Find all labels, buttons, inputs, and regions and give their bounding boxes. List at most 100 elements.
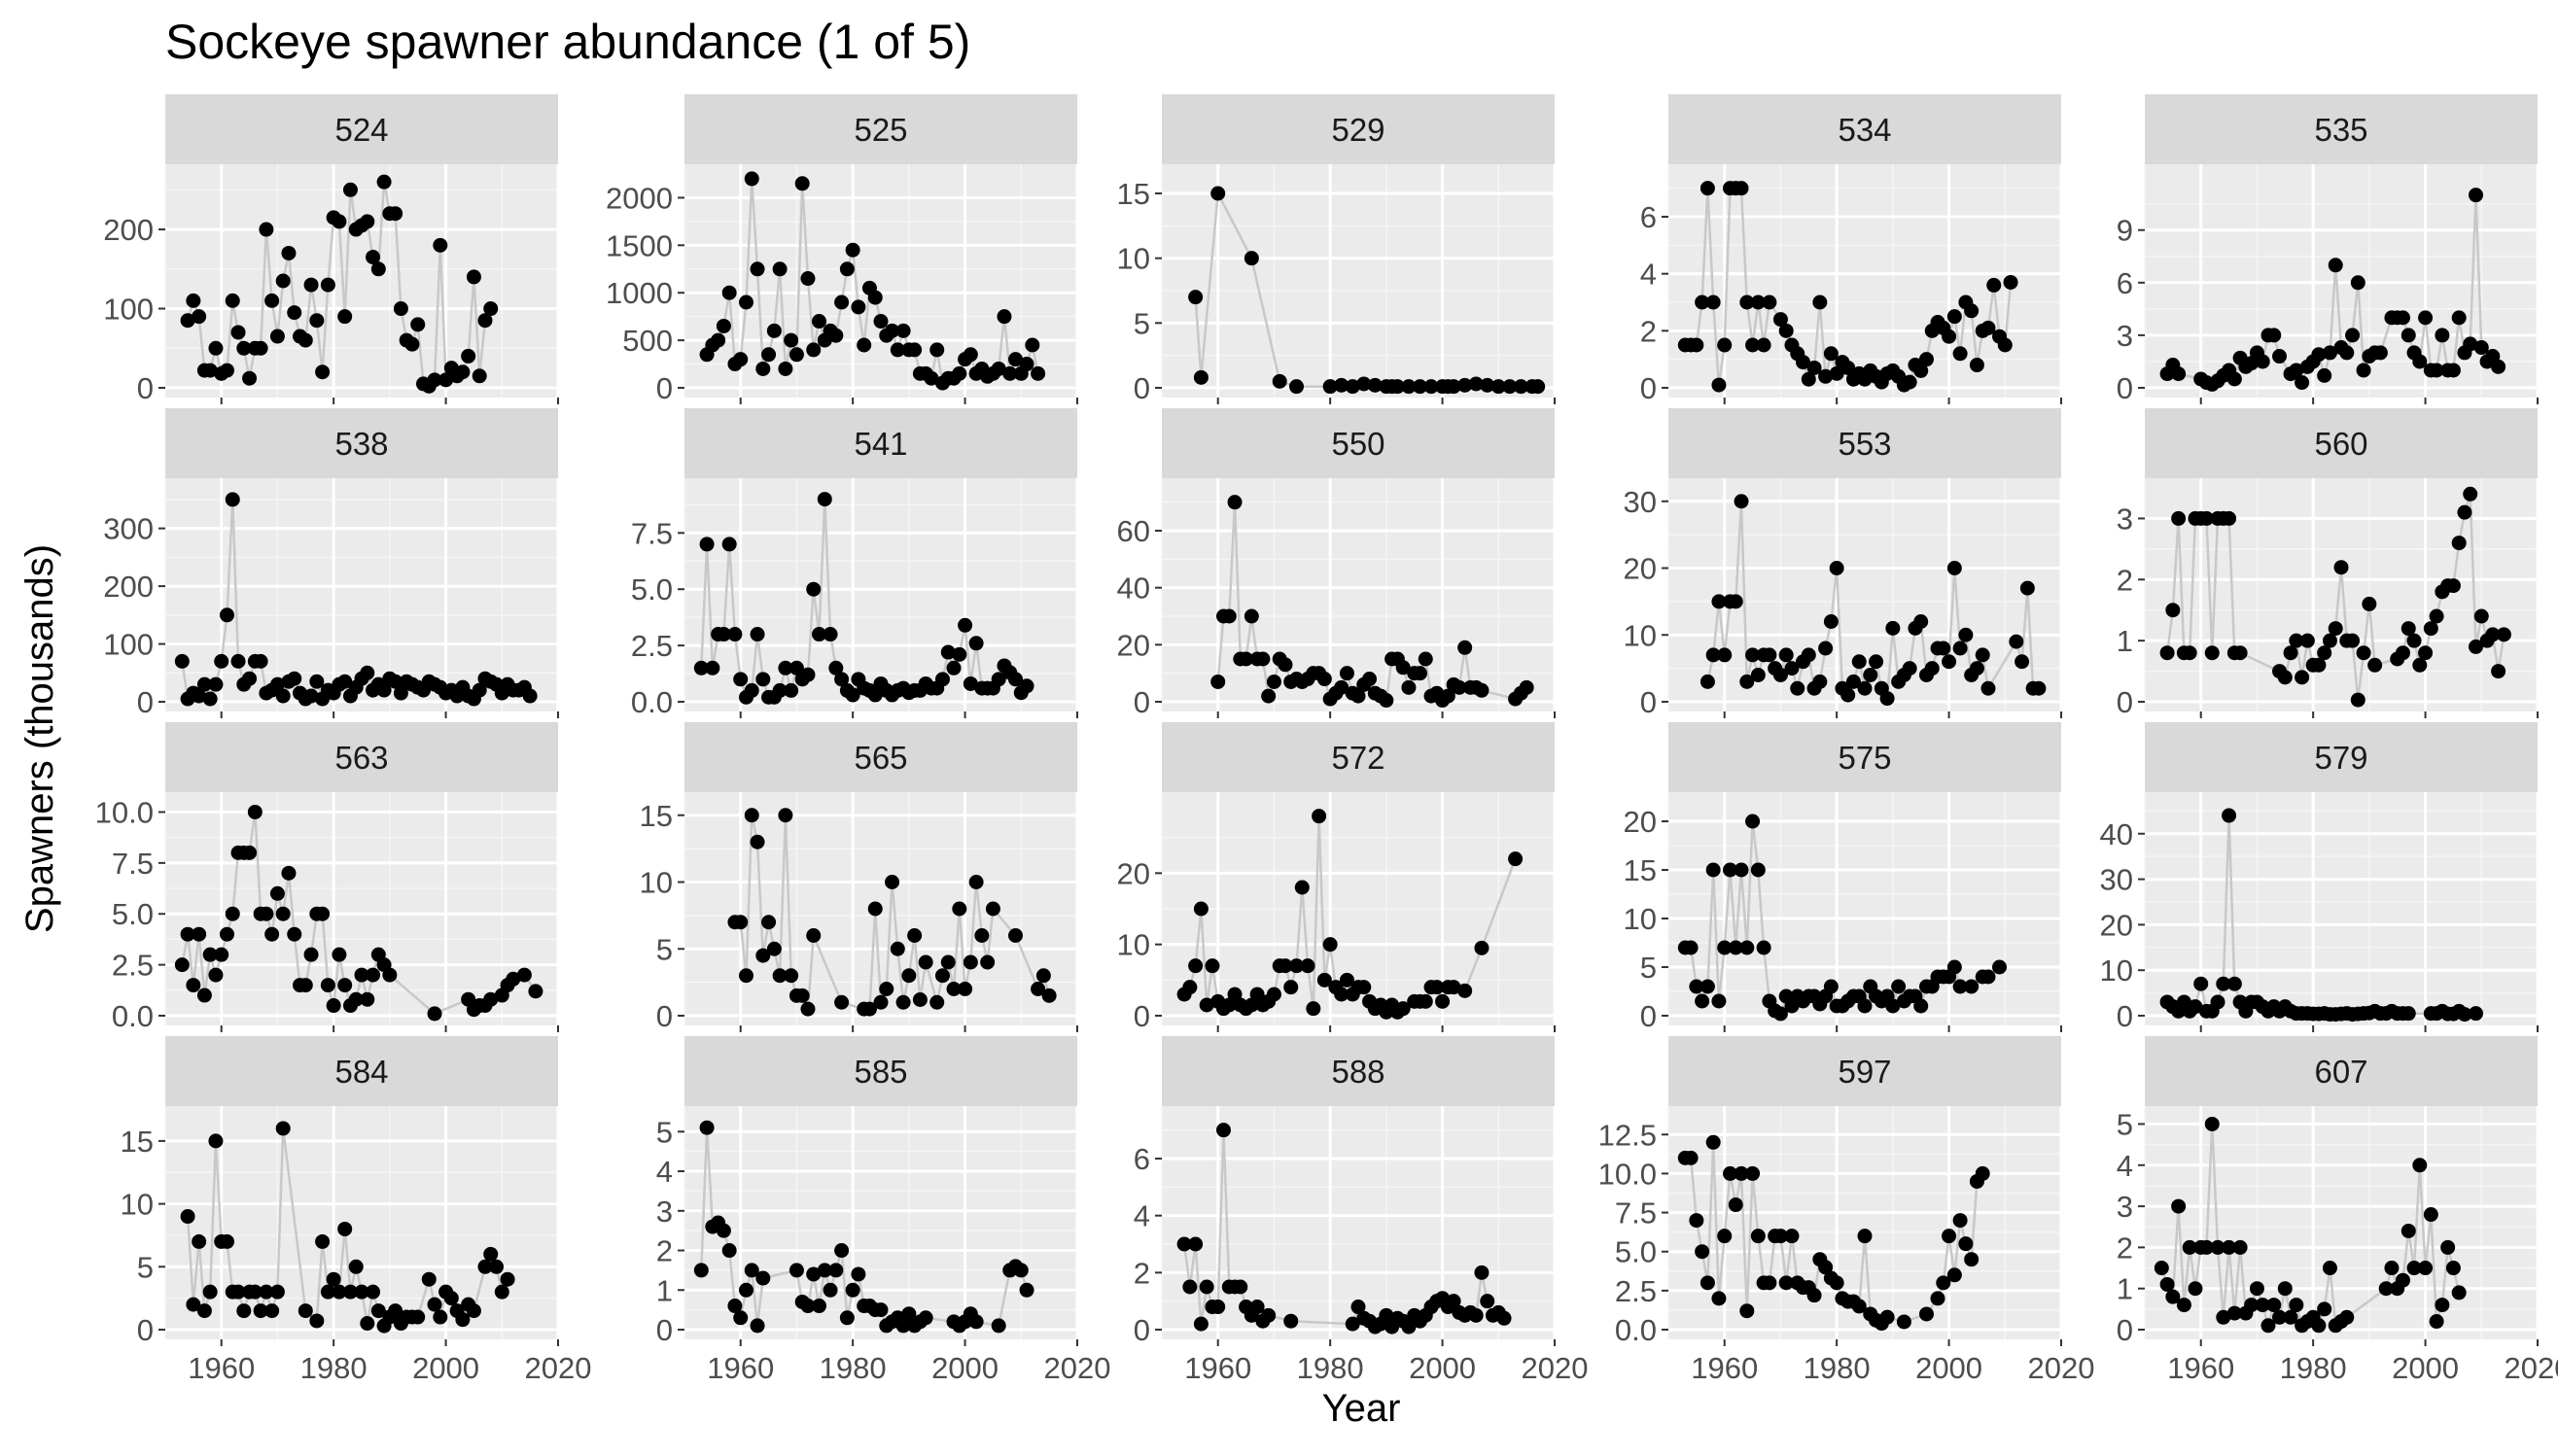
x-tick-label: 1960 xyxy=(1691,1351,1758,1385)
data-point xyxy=(873,314,889,329)
strip-label: 535 xyxy=(2314,112,2367,148)
data-point xyxy=(2182,645,2197,661)
data-point xyxy=(1863,668,1878,682)
data-point xyxy=(1356,376,1372,392)
data-point xyxy=(2289,363,2304,378)
y-tick-label: 300 xyxy=(103,512,154,546)
series-line xyxy=(2165,493,2505,701)
data-point xyxy=(2210,1239,2225,1255)
data-point xyxy=(1508,851,1524,867)
data-point xyxy=(516,967,532,983)
data-point xyxy=(2176,1298,2191,1313)
data-point xyxy=(275,1121,291,1136)
data-point xyxy=(2418,645,2434,661)
data-point xyxy=(186,293,201,308)
data-point xyxy=(1322,379,1338,395)
data-point xyxy=(2031,680,2047,696)
data-point xyxy=(337,309,353,325)
strip-background xyxy=(684,1036,1077,1106)
data-point xyxy=(918,1310,933,1326)
y-tick-label: 2.5 xyxy=(112,949,154,983)
data-point xyxy=(219,1233,234,1249)
data-point xyxy=(196,676,212,692)
data-point xyxy=(817,492,832,507)
data-point xyxy=(750,834,765,849)
data-point xyxy=(1879,1309,1895,1325)
data-point xyxy=(1312,809,1327,824)
data-point xyxy=(2473,340,2489,356)
data-point xyxy=(1389,379,1405,395)
data-point xyxy=(2469,639,2484,654)
data-point xyxy=(1745,647,1761,663)
data-point xyxy=(890,941,905,956)
data-point xyxy=(281,865,297,881)
strip-background xyxy=(1162,94,1555,164)
data-point xyxy=(2418,310,2434,326)
data-point xyxy=(247,804,263,819)
data-point xyxy=(750,627,765,642)
data-point xyxy=(721,285,737,300)
data-point xyxy=(2216,976,2231,991)
data-point xyxy=(1958,627,1974,642)
data-point xyxy=(1519,679,1534,695)
data-point xyxy=(744,682,759,698)
strip-label: 588 xyxy=(1331,1054,1384,1090)
data-point xyxy=(2350,275,2365,291)
data-point xyxy=(1468,376,1484,392)
data-point xyxy=(1750,862,1766,878)
data-point xyxy=(924,370,939,386)
data-point xyxy=(230,1284,246,1300)
data-point xyxy=(738,295,753,310)
data-point xyxy=(259,222,274,237)
data-point xyxy=(2255,354,2270,369)
data-point xyxy=(1750,1229,1766,1244)
x-tick-label: 1960 xyxy=(707,1351,774,1385)
data-point xyxy=(382,967,398,983)
data-point xyxy=(443,1291,459,1306)
y-tick-label: 5 xyxy=(137,1250,154,1284)
data-point xyxy=(980,954,996,970)
strip-background xyxy=(165,94,558,164)
data-point xyxy=(2154,1261,2169,1276)
data-point xyxy=(2463,486,2478,502)
y-tick-label: 0 xyxy=(137,1313,154,1347)
data-point xyxy=(1401,1319,1417,1335)
data-point xyxy=(2232,1239,2248,1255)
data-point xyxy=(778,808,793,823)
data-point xyxy=(332,214,347,229)
data-point xyxy=(269,676,285,692)
data-point xyxy=(2322,1261,2337,1276)
data-point xyxy=(1930,1291,1945,1306)
data-point xyxy=(376,174,392,190)
data-point xyxy=(885,323,900,338)
y-tick-label: 4 xyxy=(1640,258,1657,292)
data-point xyxy=(1745,1165,1761,1181)
panel-575: 575 0 5 10 15 20 xyxy=(1624,722,2063,1033)
data-point xyxy=(472,682,487,698)
data-point xyxy=(963,954,978,970)
data-point xyxy=(2272,349,2288,364)
data-point xyxy=(974,928,990,943)
data-point xyxy=(1401,379,1417,395)
data-point xyxy=(1334,987,1349,1002)
y-tick-label: 0 xyxy=(1134,685,1150,719)
y-tick-label: 15 xyxy=(640,799,673,833)
data-point xyxy=(1446,1294,1461,1309)
y-tick-label: 7.5 xyxy=(631,516,673,550)
strip-label: 541 xyxy=(854,426,907,462)
data-point xyxy=(186,1297,201,1312)
data-point xyxy=(466,1303,481,1319)
data-point xyxy=(1480,1294,1495,1309)
data-point xyxy=(477,313,493,329)
panel-525: 525 0 500 1000 1500 2000 xyxy=(606,94,1079,405)
data-point xyxy=(1278,958,1293,974)
data-point xyxy=(1683,1150,1699,1165)
data-point xyxy=(1997,337,2013,353)
data-point xyxy=(711,332,726,348)
data-point xyxy=(867,290,883,305)
data-point xyxy=(2222,808,2237,823)
data-point xyxy=(2362,596,2377,611)
data-point xyxy=(174,957,190,973)
data-point xyxy=(1193,901,1209,917)
data-point xyxy=(1975,647,1990,663)
